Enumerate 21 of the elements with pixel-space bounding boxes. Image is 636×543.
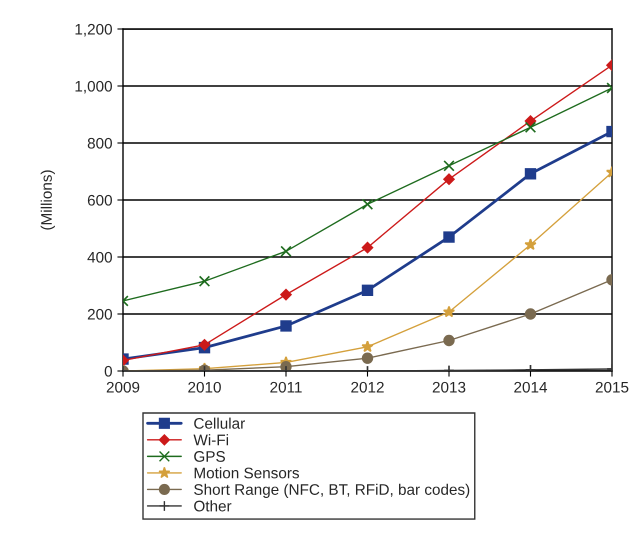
- y-tick-label: 600: [88, 194, 112, 206]
- legend-label: Other: [194, 500, 232, 512]
- legend-label: Wi-Fi: [193, 434, 228, 446]
- x-tick-label: 2011: [270, 382, 302, 393]
- y-tick-label: 800: [88, 138, 112, 149]
- y-tick-label: 1,200: [76, 24, 112, 36]
- y-axis-title: (Millions): [40, 170, 55, 230]
- x-tick-label: 2015: [596, 382, 628, 393]
- y-tick-label: 0: [104, 366, 112, 377]
- x-tick-label: 2013: [432, 382, 466, 393]
- y-tick-label: 200: [88, 308, 112, 320]
- x-tick-label: 2014: [514, 382, 548, 393]
- y-tick-label: 400: [87, 252, 112, 263]
- legend-label: GPS: [194, 451, 225, 462]
- legend-label: Short Range (NFC, BT, RFiD, bar codes): [194, 484, 470, 498]
- legend-label: Cellular: [194, 418, 245, 429]
- x-tick-label: 2010: [188, 382, 221, 393]
- x-tick-label: 2012: [351, 382, 384, 393]
- x-tick-label: 2009: [106, 382, 140, 393]
- legend-label: Motion Sensors: [194, 467, 300, 478]
- y-tick-label: 1,000: [76, 80, 112, 94]
